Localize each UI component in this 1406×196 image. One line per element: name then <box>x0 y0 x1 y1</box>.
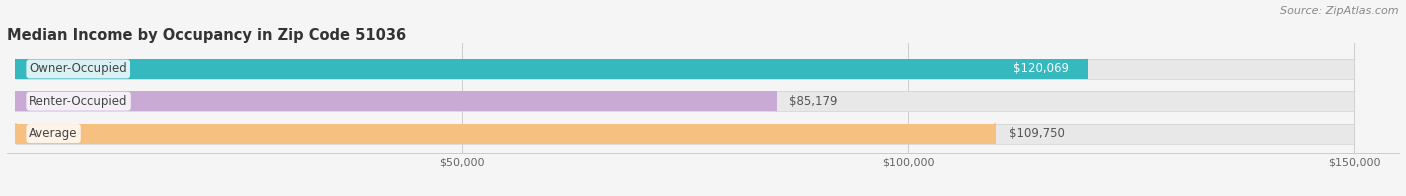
Bar <box>15 123 995 143</box>
Text: $109,750: $109,750 <box>1008 127 1064 140</box>
Bar <box>15 59 1354 79</box>
Bar <box>15 59 1087 79</box>
Text: Renter-Occupied: Renter-Occupied <box>30 95 128 108</box>
Bar <box>15 91 1354 111</box>
Text: Average: Average <box>30 127 77 140</box>
Text: Median Income by Occupancy in Zip Code 51036: Median Income by Occupancy in Zip Code 5… <box>7 28 406 43</box>
Text: Source: ZipAtlas.com: Source: ZipAtlas.com <box>1281 6 1399 16</box>
Bar <box>15 123 1354 143</box>
Bar <box>15 91 776 111</box>
Text: $85,179: $85,179 <box>789 95 838 108</box>
Text: $120,069: $120,069 <box>1014 63 1070 75</box>
Text: Owner-Occupied: Owner-Occupied <box>30 63 127 75</box>
